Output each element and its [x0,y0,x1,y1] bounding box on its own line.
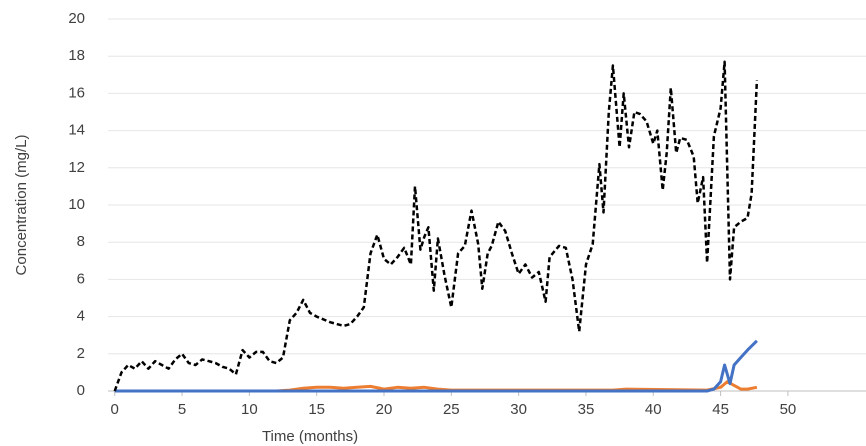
x-axis-title: Time (months) [262,428,358,445]
x-tick-label: 5 [178,401,186,418]
x-tick-label: 35 [578,401,595,418]
x-tick-label: 20 [376,401,393,418]
series-line [113,60,759,392]
series-line [114,339,758,393]
y-tick-label: 18 [68,47,85,64]
y-tick-label: 4 [77,308,85,325]
series-line [114,380,758,393]
y-tick-label: 16 [68,84,85,101]
y-tick-label: 0 [77,382,85,399]
y-tick-label: 6 [77,270,85,287]
y-tick-label: 14 [68,122,85,139]
x-tick-label: 15 [308,401,325,418]
y-tick-label: 10 [68,196,85,213]
x-tick-label: 25 [443,401,460,418]
x-tick-label: 40 [645,401,662,418]
x-tick-label: 10 [241,401,258,418]
y-tick-label: 8 [77,233,85,250]
x-tick-label: 45 [712,401,729,418]
x-tick-label: 0 [111,401,119,418]
y-axis-title: Concentration (mg/L) [13,135,30,276]
x-tick-label: 50 [780,401,797,418]
y-tick-label: 20 [68,10,85,27]
x-tick-label: 30 [510,401,527,418]
y-tick-label: 2 [77,345,85,362]
y-tick-label: 12 [68,159,85,176]
